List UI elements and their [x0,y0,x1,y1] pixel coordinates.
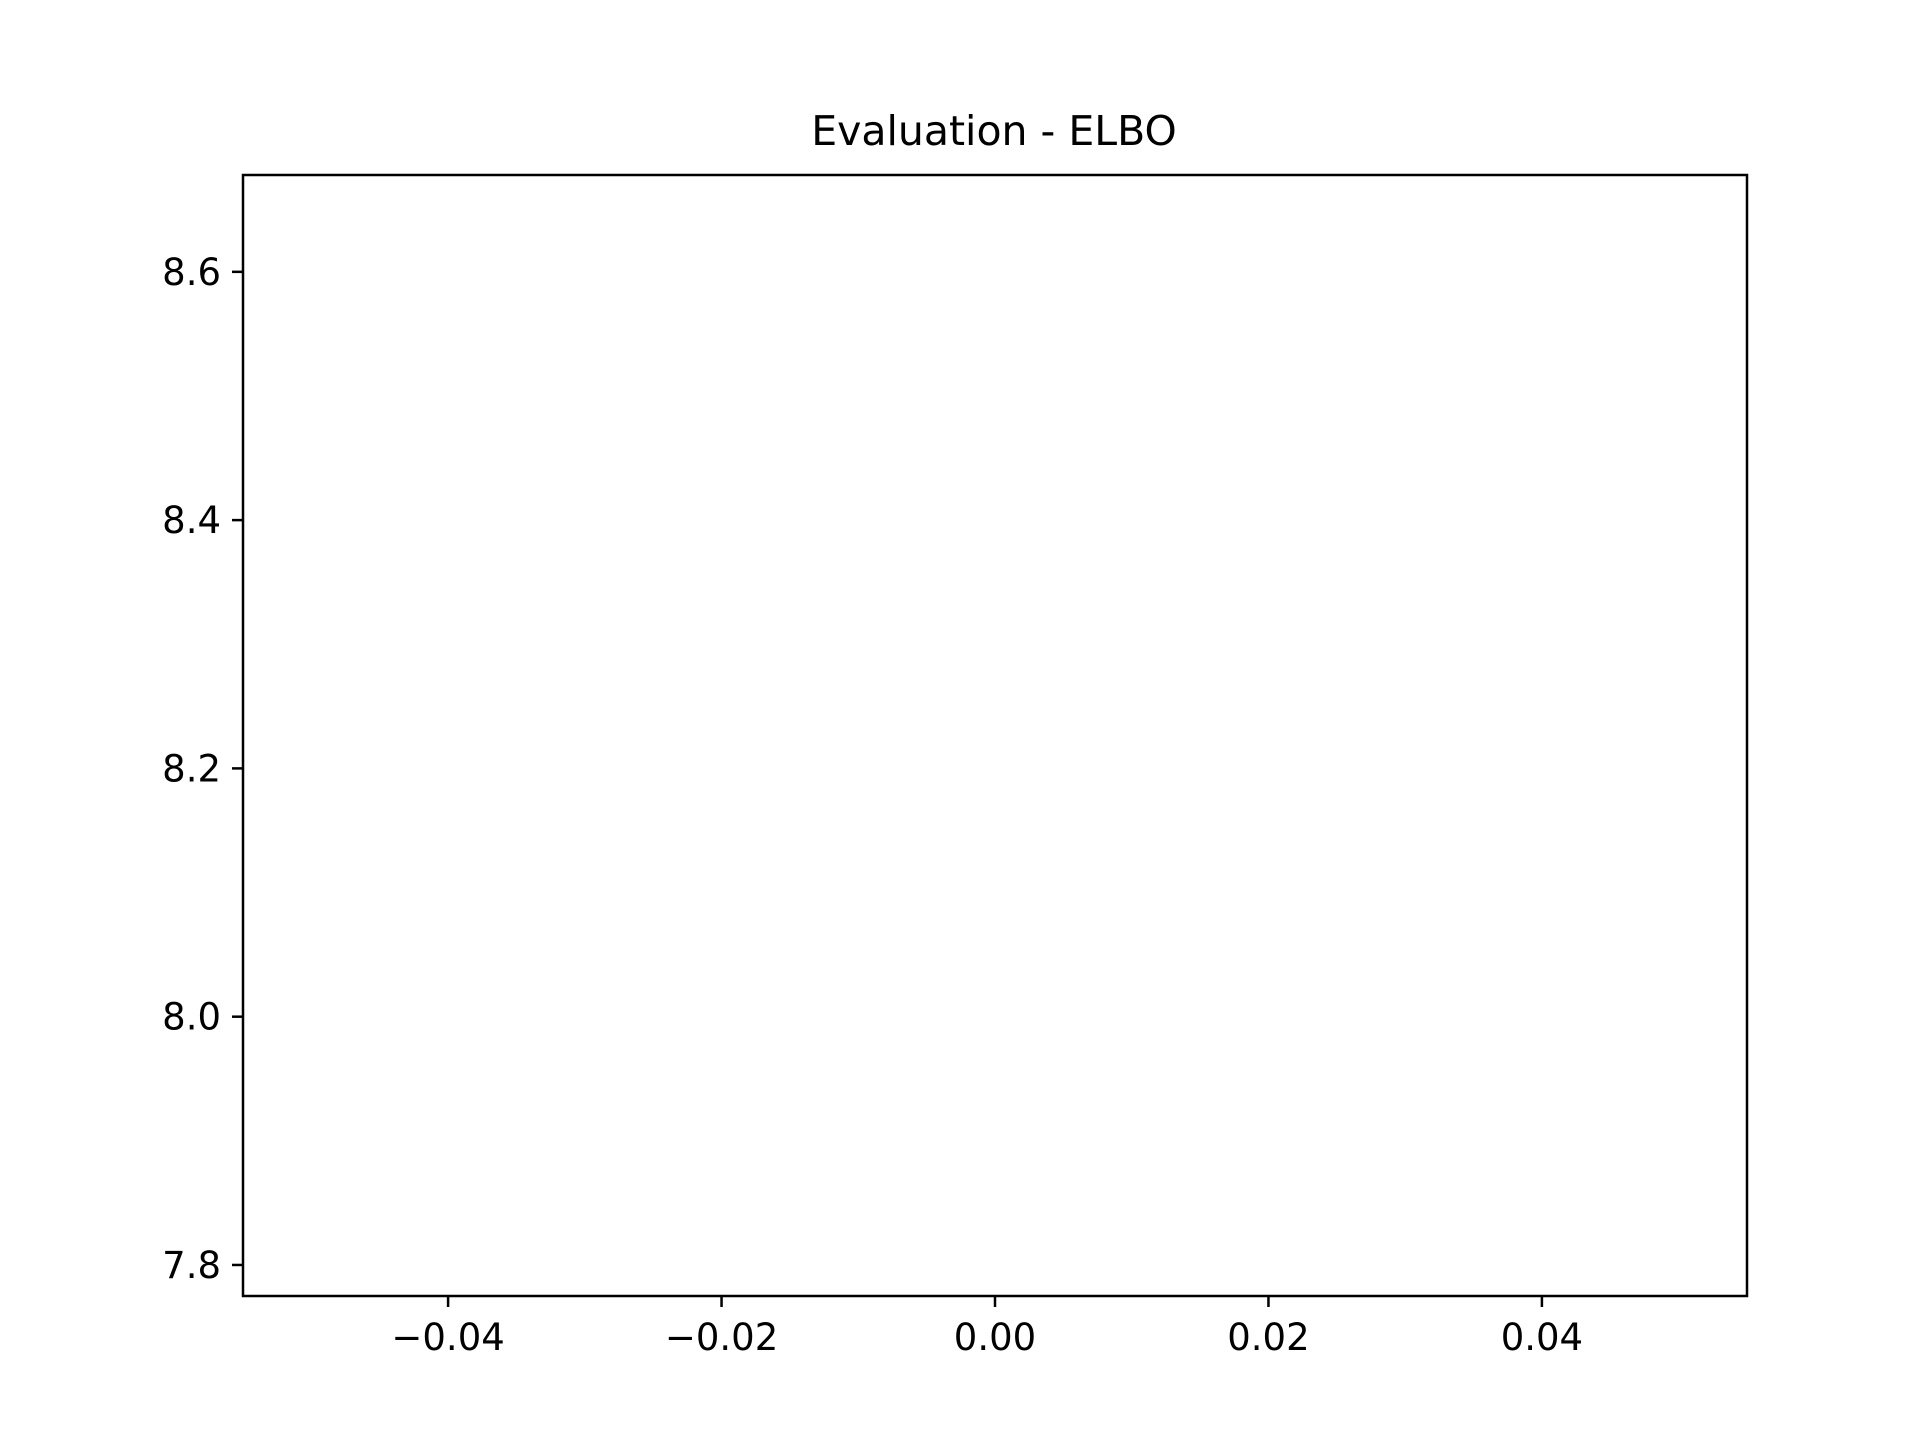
y-tick-label: 7.8 [162,1244,221,1287]
x-tick-label: 0.02 [1227,1316,1309,1359]
y-tick-label: 8.6 [162,251,221,294]
chart-title: Evaluation - ELBO [811,107,1177,155]
y-tick-label: 8.4 [162,499,221,542]
x-tick-label: 0.04 [1501,1316,1583,1359]
y-tick-label: 8.2 [162,747,221,790]
plot-frame [241,173,1749,1298]
x-tick-label: −0.02 [665,1316,778,1359]
x-tick-label: 0.00 [954,1316,1036,1359]
x-axis: −0.04 −0.02 0.00 0.02 0.04 [391,1296,1583,1359]
y-tick-label: 8.0 [162,996,221,1039]
y-axis: 7.8 8.0 8.2 8.4 8.6 [162,251,243,1287]
x-tick-label: −0.04 [391,1316,504,1359]
